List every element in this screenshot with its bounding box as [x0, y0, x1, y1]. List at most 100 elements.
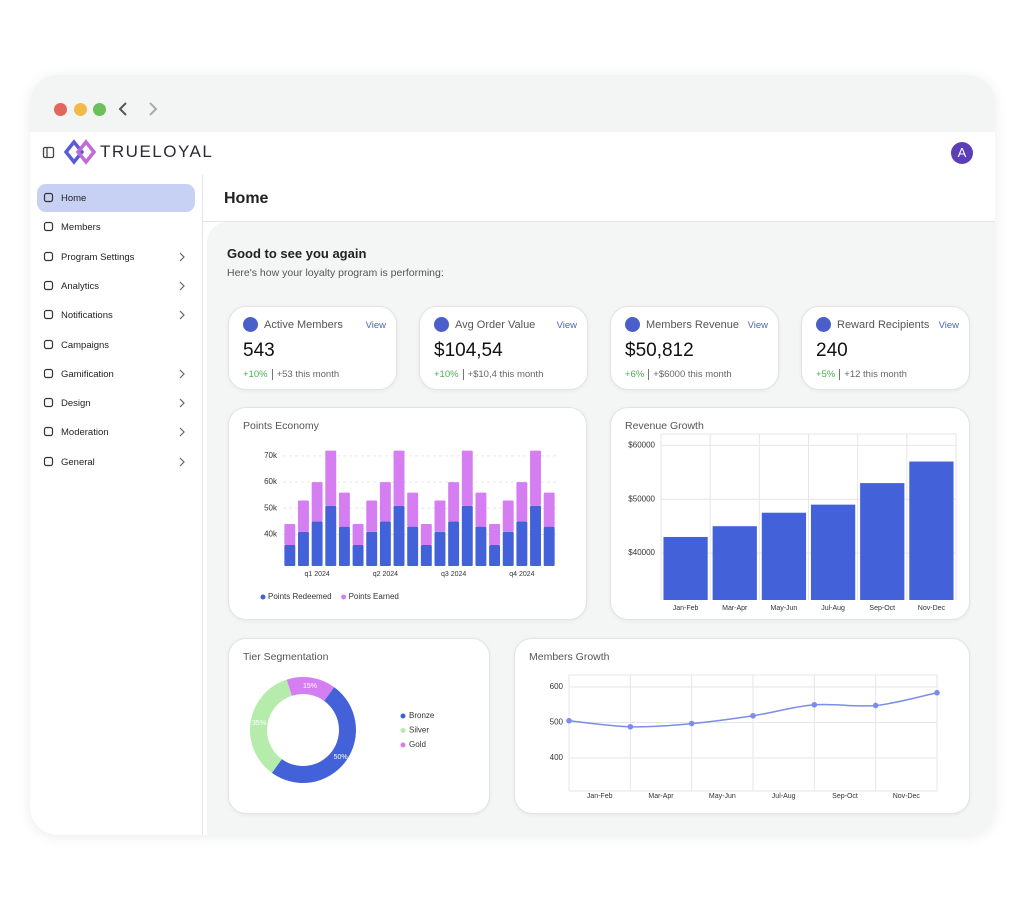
donut-value-label: 15%	[303, 683, 317, 690]
stat-card: Avg Order Value View $104,54 +10% +$10,4 thi…	[419, 306, 588, 390]
nav-label: General	[61, 456, 95, 468]
line-point	[934, 689, 940, 696]
stat-detail: +12 this month	[844, 369, 907, 380]
bar-segment	[448, 482, 460, 522]
user-avatar[interactable]: A	[951, 142, 973, 164]
line-point	[750, 712, 756, 719]
nav-item[interactable]: Analytics	[37, 272, 195, 300]
stat-detail: +$10,4 this month	[467, 369, 544, 380]
greeting-subtitle: Here's how your loyalty program is perfo…	[227, 267, 444, 279]
bar-segment	[530, 450, 541, 506]
legend-marker	[400, 742, 406, 748]
y-tick-label: 500	[550, 718, 564, 727]
nav-item[interactable]: Home	[37, 184, 195, 212]
nav-label: Moderation	[61, 427, 109, 439]
bar-segment	[502, 531, 514, 566]
chevron-path	[179, 427, 185, 437]
nav-item[interactable]: Moderation	[37, 418, 195, 446]
bar-segment	[366, 500, 378, 532]
stat-icon	[625, 317, 640, 332]
chevron	[179, 457, 185, 467]
x-tick-label: Nov-Dec	[893, 793, 921, 800]
stat-link[interactable]: View	[747, 320, 768, 331]
donut-value-label: 35%	[252, 720, 266, 727]
bar-segment	[311, 482, 323, 522]
icon-shape	[43, 368, 54, 378]
nav-item[interactable]: Design	[37, 389, 195, 417]
chevron-path	[179, 281, 185, 291]
bar-segment	[298, 531, 309, 566]
stat-link[interactable]: View	[365, 320, 386, 331]
donut-segment	[286, 677, 335, 701]
x-tick-label: Mar-Apr	[722, 605, 748, 612]
icon-shape	[43, 397, 54, 408]
y-tick-label: 600	[550, 682, 564, 691]
bar-segment	[502, 500, 514, 532]
x-tick-label: Sep-Oct	[832, 793, 858, 800]
chevron	[179, 398, 185, 408]
icon-shape	[43, 280, 54, 290]
chart-card: Revenue Growth $40000 $50000 $60000 Jan-Feb M…	[610, 407, 970, 620]
legend-marker	[341, 594, 347, 600]
line-point	[566, 717, 572, 724]
stat-change-row: +10% +53 this month	[243, 369, 339, 380]
stat-link[interactable]: View	[556, 320, 577, 331]
bar-segment	[338, 492, 350, 527]
chevron-path	[179, 398, 185, 408]
nav-item[interactable]: Program Settings	[37, 243, 195, 271]
bar-segment	[434, 531, 446, 566]
back-button[interactable]	[116, 101, 130, 117]
icon-shape	[43, 339, 54, 349]
sidebar: Home Members Program Settings Analytics Noti…	[30, 175, 203, 835]
bar-segment	[407, 492, 419, 527]
sidebar-toggle[interactable]	[42, 146, 56, 160]
stat-value: 240	[816, 340, 848, 361]
maximize-button[interactable]	[93, 103, 106, 116]
y-tick-label: 40k	[264, 530, 278, 539]
bar	[909, 461, 954, 600]
bar-segment	[298, 500, 309, 532]
bar-segment	[379, 482, 391, 522]
stat-link[interactable]: View	[938, 320, 959, 331]
donut-segment	[271, 687, 356, 783]
x-tick-label: Jul-Aug	[821, 605, 845, 612]
bar-segment	[448, 521, 460, 566]
chart: Members Growth 400 500 600 Jan-Feb Mar-Apr May…	[529, 651, 940, 800]
legend-label: Bronze	[409, 711, 435, 720]
legend-label: Silver	[409, 726, 429, 735]
nav-icon	[43, 368, 54, 378]
y-tick-label: 400	[550, 753, 564, 762]
x-tick-label: Mar-Apr	[648, 793, 674, 800]
stat-detail: +53 this month	[276, 369, 340, 380]
chevron	[179, 427, 185, 437]
stat-value: $50,812	[625, 340, 694, 361]
chevron-path	[179, 310, 185, 320]
bar-segment	[338, 526, 350, 566]
nav-item[interactable]: Members	[37, 213, 195, 241]
stat-change-row: +10% +$10,4 this month	[434, 369, 543, 380]
nav-item[interactable]: Campaigns	[37, 331, 195, 359]
icon-shape	[43, 456, 54, 466]
bar-segment	[461, 505, 473, 566]
bar	[860, 483, 905, 600]
nav-item[interactable]: Notifications	[37, 301, 195, 329]
bar-segment	[325, 450, 337, 506]
nav-item[interactable]: Gamification	[37, 360, 195, 388]
nav-icon	[43, 192, 54, 203]
chevron-path	[179, 369, 185, 379]
y-tick-label: 70k	[264, 451, 278, 460]
minimize-button[interactable]	[74, 103, 87, 116]
legend-label: Gold	[409, 740, 426, 749]
bar-segment	[461, 450, 473, 506]
page-title: Home	[224, 190, 269, 207]
nav-icon	[43, 397, 54, 408]
y-tick-label: 50k	[264, 503, 278, 512]
donut-value-label: 50%	[334, 754, 348, 761]
x-tick-label: q1 2024	[304, 571, 329, 578]
forward-button[interactable]	[146, 101, 160, 117]
bar-segment	[489, 545, 501, 566]
close-button[interactable]	[54, 103, 67, 116]
chart-title: Members Growth	[529, 651, 610, 663]
nav-item[interactable]: General	[37, 448, 195, 476]
nav-icon	[43, 339, 54, 349]
